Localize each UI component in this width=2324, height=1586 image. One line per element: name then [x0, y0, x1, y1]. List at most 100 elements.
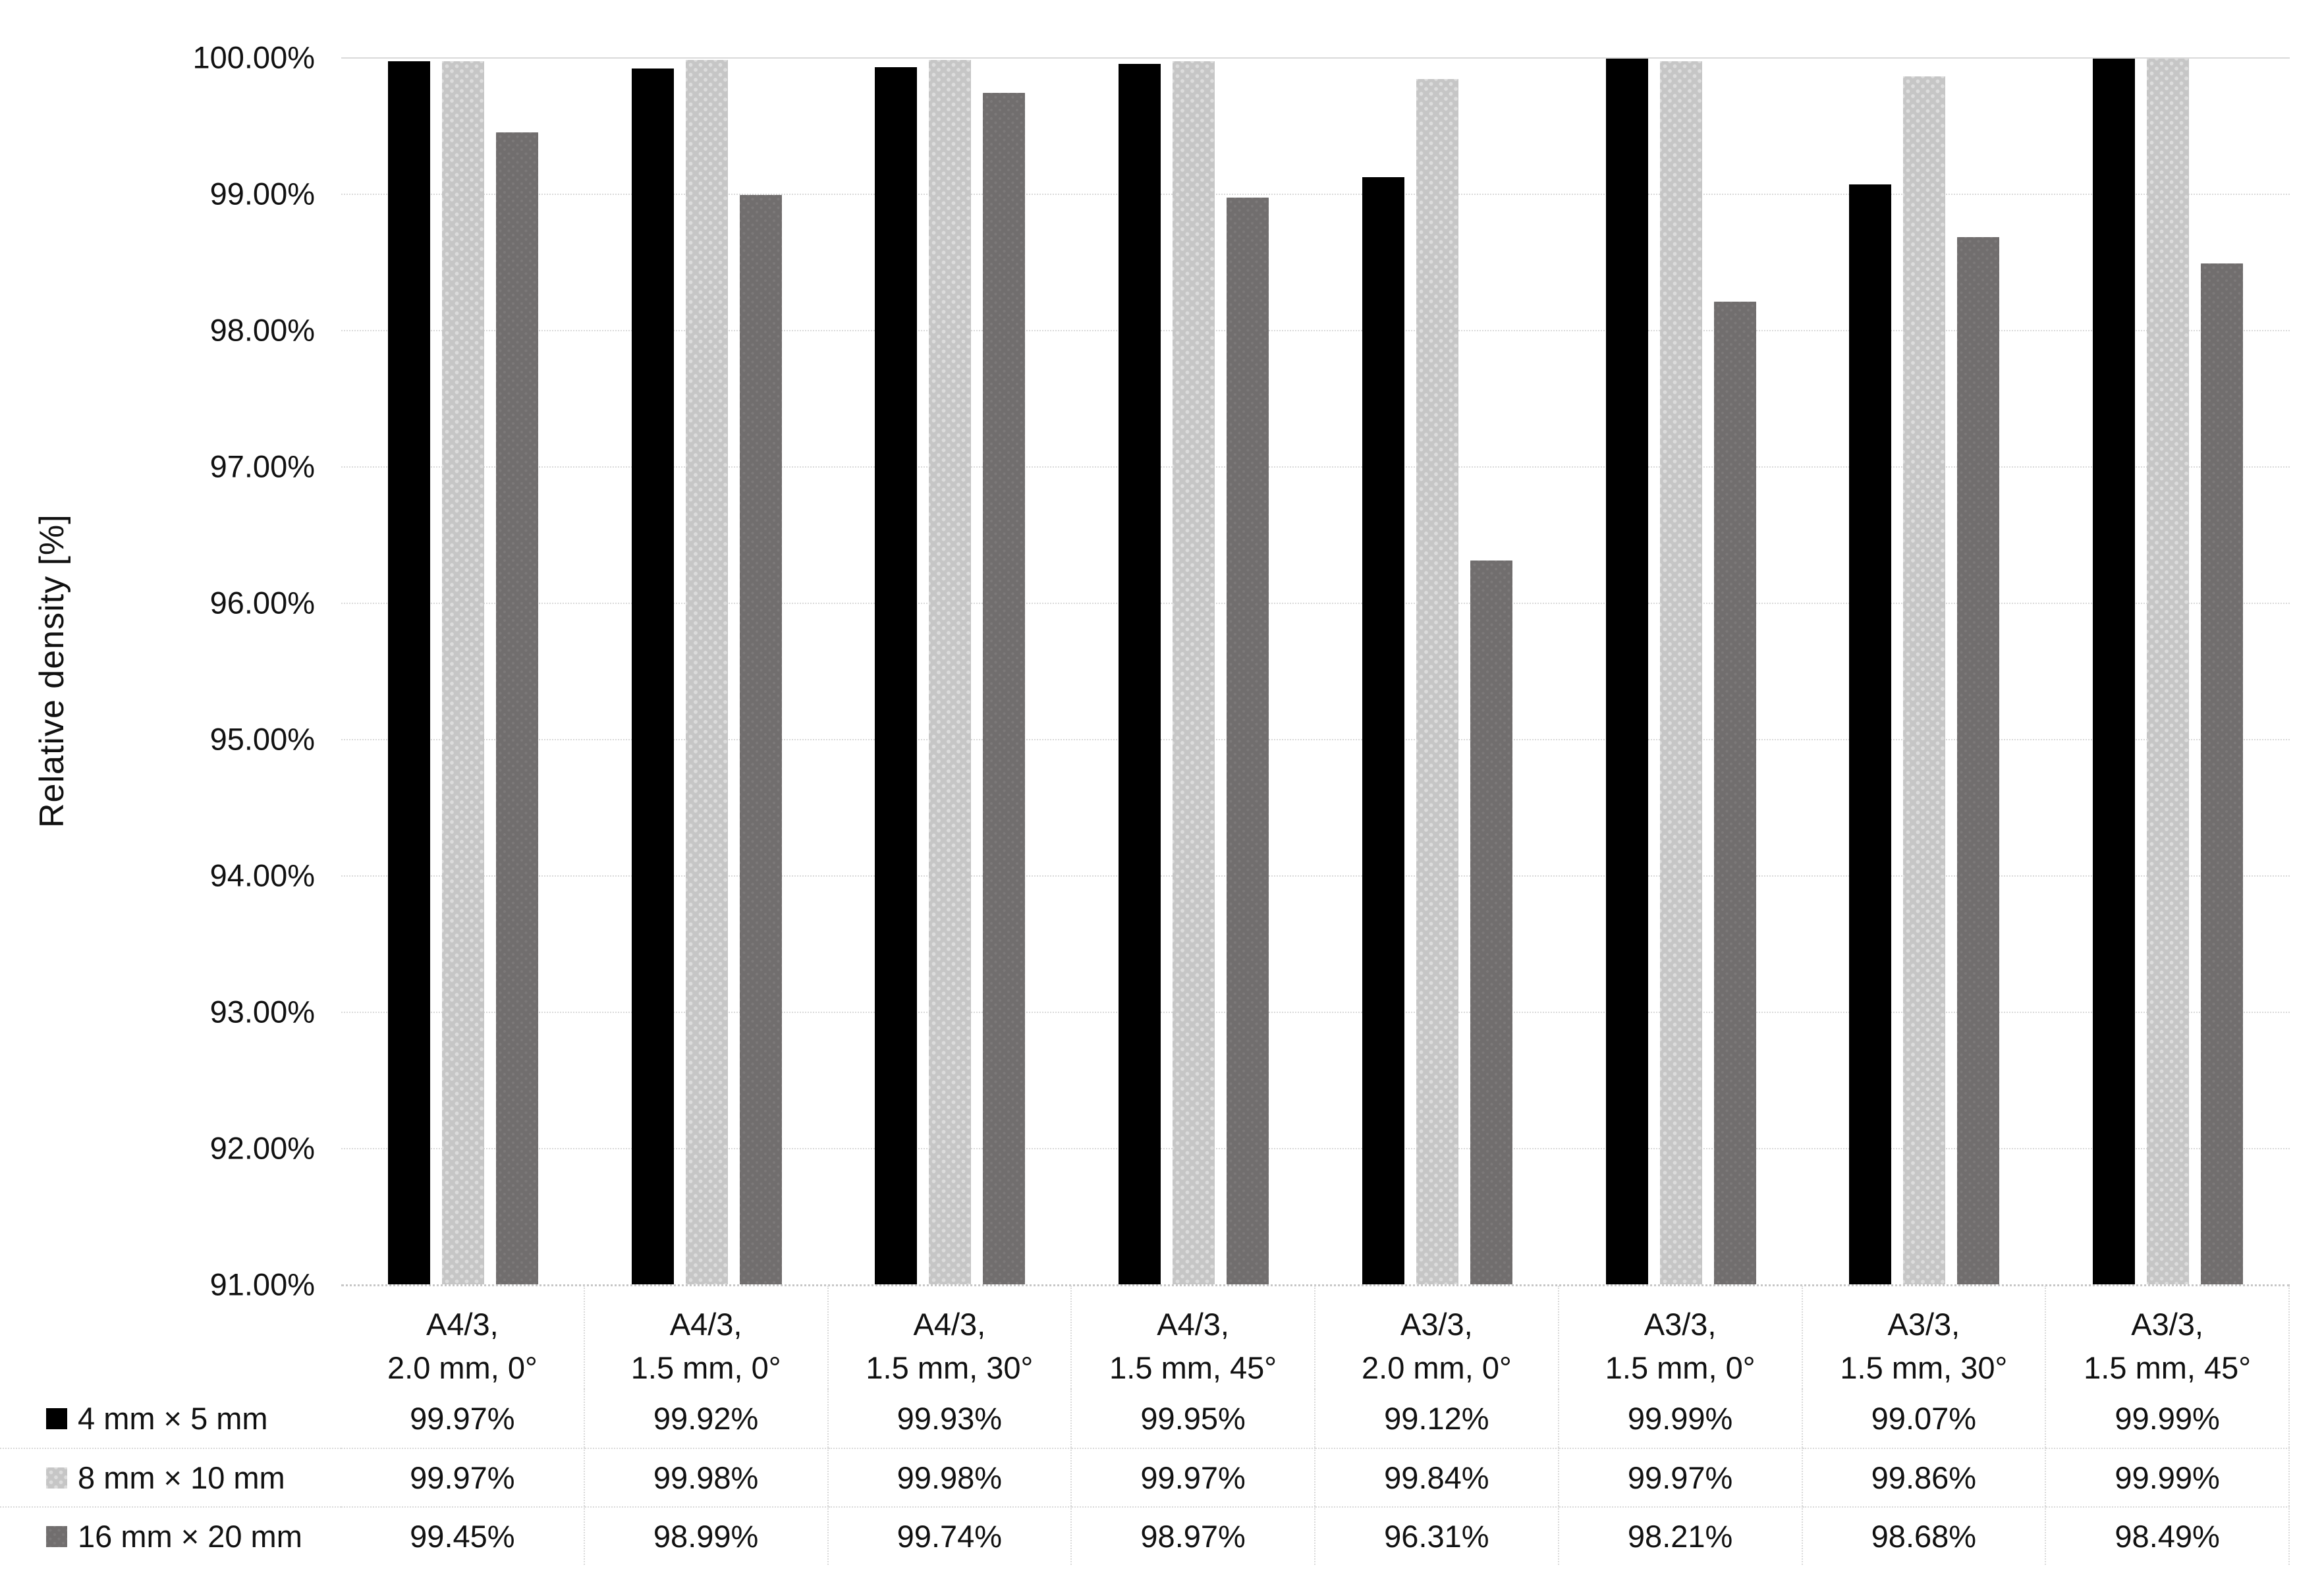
bar [2201, 263, 2244, 1284]
value-cell: 99.97% [341, 1389, 585, 1448]
table-corner-cell [0, 1286, 341, 1389]
y-tick-label: 100.00% [192, 40, 315, 75]
bar [1416, 79, 1458, 1284]
legend-label: 16 mm × 20 mm [78, 1519, 302, 1554]
value-cell: 96.31% [1315, 1506, 1559, 1565]
bar [1119, 64, 1161, 1284]
gridlines [341, 57, 2290, 1286]
category-line1: A3/3, [2131, 1307, 2203, 1342]
bar-group [585, 57, 829, 1284]
value-cell: 99.99% [2046, 1389, 2290, 1448]
category-line1: A4/3, [913, 1307, 986, 1342]
value-cell: 98.21% [1559, 1506, 1803, 1565]
bar [1957, 237, 2000, 1284]
bar-group [829, 57, 1072, 1284]
category-line1: A3/3, [1887, 1307, 1960, 1342]
legend-cell: 4 mm × 5 mm [0, 1389, 341, 1448]
legend-swatch [46, 1525, 67, 1547]
gridline [341, 1148, 2290, 1149]
bar [685, 60, 728, 1284]
y-tick-label: 97.00% [209, 449, 315, 484]
legend-swatch [46, 1467, 67, 1489]
value-cell: 98.99% [584, 1506, 829, 1565]
value-cell: 99.74% [828, 1506, 1072, 1565]
plot-area [341, 57, 2290, 1286]
value-cell: 98.68% [1802, 1506, 2047, 1565]
category-line1: A4/3, [1157, 1307, 1229, 1342]
bar [1903, 76, 1946, 1284]
value-cell: 99.86% [1802, 1448, 2047, 1506]
category-header-cell: A3/3, 1.5 mm, 30° [1803, 1286, 2047, 1389]
y-axis-tick-labels: 100.00% 99.00% 98.00% 97.00% 96.00% 95.00% 94.… [0, 40, 315, 1302]
category-header-cell: A3/3, 1.5 mm, 45° [2046, 1286, 2290, 1389]
gridline [341, 330, 2290, 331]
bar-group [1315, 57, 1559, 1284]
bar [1659, 61, 1702, 1284]
bar-group [1072, 57, 1315, 1284]
gridline [341, 603, 2290, 604]
bar-group [1559, 57, 1803, 1284]
legend-swatch [46, 1408, 67, 1429]
bar [631, 68, 674, 1284]
value-cell: 99.97% [1559, 1448, 1803, 1506]
value-cell: 99.95% [1072, 1389, 1315, 1448]
gridline [341, 194, 2290, 195]
bar [1227, 198, 1269, 1284]
category-header-cell: A3/3, 1.5 mm, 0° [1559, 1286, 1803, 1389]
category-line2: 1.5 mm, 45° [1109, 1350, 1277, 1385]
y-tick-label: 94.00% [209, 858, 315, 893]
gridline [341, 875, 2290, 877]
y-tick-label: 98.00% [209, 312, 315, 348]
gridline [341, 1012, 2290, 1013]
bar [983, 92, 1026, 1284]
value-cell: 99.84% [1315, 1448, 1559, 1506]
category-line2: 2.0 mm, 0° [1362, 1350, 1512, 1385]
value-cell: 99.98% [584, 1448, 829, 1506]
y-tick-label: 96.00% [209, 585, 315, 620]
value-cell: 99.12% [1315, 1389, 1559, 1448]
y-tick-label: 99.00% [209, 176, 315, 211]
value-cell: 99.92% [585, 1389, 829, 1448]
category-line1: A4/3, [669, 1307, 742, 1342]
gridline [341, 466, 2290, 468]
bar [387, 61, 430, 1284]
legend-label: 8 mm × 10 mm [78, 1460, 285, 1495]
bar [2147, 59, 2190, 1284]
bar-group [2046, 57, 2290, 1284]
category-header-cell: A4/3, 1.5 mm, 0° [585, 1286, 829, 1389]
value-cell: 99.97% [341, 1448, 585, 1506]
value-cell: 98.97% [1072, 1506, 1315, 1565]
legend-label: 4 mm × 5 mm [78, 1401, 268, 1436]
category-line1: A4/3, [426, 1307, 499, 1342]
bar [875, 67, 918, 1284]
bar [2093, 59, 2136, 1284]
y-tick-label: 95.00% [209, 721, 315, 757]
bar-groups [341, 57, 2290, 1284]
bar [739, 195, 782, 1284]
bar [1173, 61, 1215, 1284]
value-cell: 99.99% [2046, 1448, 2290, 1506]
bar [1470, 560, 1512, 1284]
category-line1: A3/3, [1400, 1307, 1473, 1342]
category-line2: 1.5 mm, 0° [630, 1350, 781, 1385]
value-cell: 99.97% [1072, 1448, 1315, 1506]
data-table: A4/3, 2.0 mm, 0° A4/3, 1.5 mm, 0° A4/3, 1.5 m… [0, 1286, 2290, 1565]
value-cell: 99.45% [341, 1506, 585, 1565]
bar [929, 60, 972, 1284]
category-line2: 1.5 mm, 30° [1840, 1350, 2008, 1385]
category-line2: 1.5 mm, 30° [866, 1350, 1034, 1385]
y-tick-label: 91.00% [209, 1267, 315, 1302]
value-cell: 98.49% [2046, 1506, 2290, 1565]
value-cell: 99.98% [828, 1448, 1072, 1506]
gridline [341, 57, 2290, 59]
bar-group [1803, 57, 2047, 1284]
gridline [341, 739, 2290, 740]
y-tick-label: 92.00% [209, 1130, 315, 1166]
y-tick-label: 93.00% [209, 994, 315, 1029]
bar [1713, 301, 1756, 1284]
category-line2: 2.0 mm, 0° [387, 1350, 538, 1385]
bar [1849, 184, 1892, 1284]
category-line1: A3/3, [1644, 1307, 1717, 1342]
bar [1362, 177, 1404, 1284]
